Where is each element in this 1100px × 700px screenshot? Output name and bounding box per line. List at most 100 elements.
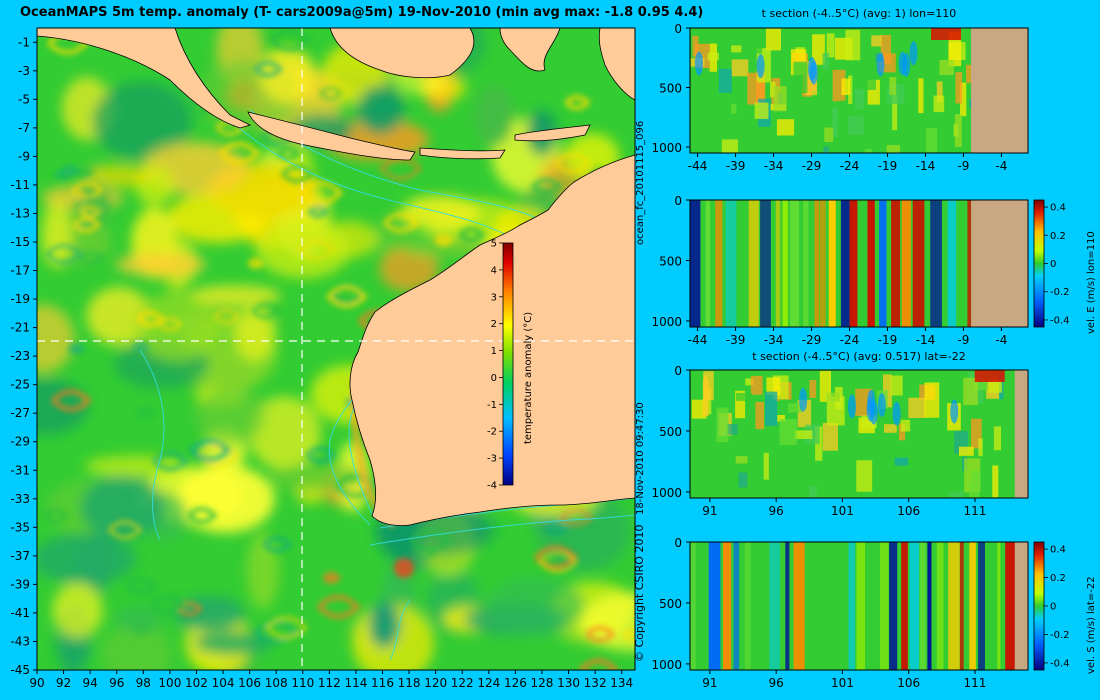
velocity-band — [775, 200, 781, 327]
section-cell — [900, 419, 911, 432]
eddy-swirl — [319, 87, 343, 100]
section-panel-3: t section (-4..5°C) (avg: 0.517) lat=-22… — [651, 350, 1029, 518]
section-x-tick-label: -19 — [878, 159, 898, 173]
section-cell — [773, 86, 787, 112]
lon-tick-label: 128 — [531, 676, 554, 690]
velocity-band — [860, 200, 866, 327]
section-y-tick-label: 0 — [674, 194, 682, 208]
section-cell — [731, 103, 737, 114]
section-cell — [839, 100, 848, 110]
section-cell — [889, 77, 897, 95]
eddy-swirl — [383, 212, 420, 233]
section-frame — [689, 199, 1029, 328]
velocity-band — [782, 200, 788, 327]
anomaly-patch — [37, 304, 75, 373]
velocity-band — [789, 200, 800, 327]
map-panel: 90 92 94 96 98 100 102 104 106 108 110 112 114 116 118… — [10, 27, 636, 690]
velocity-band — [879, 200, 887, 327]
section-cell — [765, 28, 781, 51]
map-axes: 90 92 94 96 98 100 102 104 106 108 110 112 114 116 118… — [10, 35, 633, 690]
velocity-band — [960, 200, 965, 327]
cold-core — [694, 51, 703, 76]
eddy-swirl — [534, 545, 579, 570]
anomaly-patch — [84, 164, 152, 188]
lon-tick-label: 114 — [344, 676, 367, 690]
section-cell — [824, 127, 834, 142]
colorbar-tick-label: 5 — [491, 239, 497, 250]
section-cell — [932, 87, 937, 103]
velocity-colorbar-tick-label: 0 — [1050, 259, 1056, 270]
velocity-band — [879, 542, 889, 670]
cold-core — [847, 394, 856, 419]
section-cell — [826, 392, 840, 402]
eddy-swirl — [133, 342, 150, 352]
eddy-swirl — [74, 196, 110, 216]
velocity-band — [808, 542, 816, 670]
section-cell — [763, 452, 769, 480]
section-cell — [692, 35, 699, 57]
section-x-tick-label: -4 — [995, 159, 1007, 173]
anomaly-patch — [475, 86, 514, 147]
section-cell — [841, 78, 850, 95]
velocity-band — [769, 542, 780, 670]
section-cell — [731, 59, 749, 77]
section-land — [971, 200, 1028, 327]
section-cell — [854, 88, 865, 109]
anomaly-patch — [379, 246, 439, 292]
velocity-band — [723, 542, 732, 670]
temperature-colorbar: 5 4 3 2 1 0 -1 -2 -3 -4 — [487, 239, 514, 492]
eddy-swirl — [157, 317, 183, 332]
cold-core — [909, 41, 918, 66]
eddy-swirl — [79, 206, 102, 219]
lon-tick-label: 90 — [29, 676, 44, 690]
anomaly-patch — [580, 592, 635, 652]
section-land — [1014, 542, 1028, 670]
velocity-band — [947, 200, 957, 327]
section-y-tick-label: 0 — [674, 536, 682, 550]
section-panels: t section (-4..5°C) (avg: 1) lon=110-44-… — [651, 7, 1069, 690]
section-y-tick-label: 1000 — [651, 486, 682, 500]
lat-tick-label: -23 — [10, 349, 30, 363]
section-y-tick-label: 0 — [674, 22, 682, 36]
section-cell — [766, 377, 781, 396]
lon-tick-label: 102 — [185, 676, 208, 690]
colorbar-tick-label: 2 — [491, 319, 497, 330]
lon-tick-label: 100 — [158, 676, 181, 690]
colorbar-tick-label: 3 — [491, 292, 497, 303]
section-x-tick-label: 96 — [769, 676, 784, 690]
anomaly-patch — [187, 285, 281, 307]
velocity-band — [930, 200, 942, 327]
section-field — [691, 370, 1028, 498]
eddy-swirl — [151, 594, 187, 615]
anomaly-patch — [485, 577, 585, 636]
eddy-swirl — [545, 522, 568, 535]
anomaly-patch — [255, 220, 351, 279]
section-cell — [955, 72, 963, 104]
section-x-tick-label: -24 — [840, 159, 860, 173]
section-cell — [978, 438, 983, 457]
velocity-band — [840, 200, 850, 327]
section-cell — [993, 426, 1001, 451]
velocity-band — [817, 542, 823, 670]
velocity-band — [912, 200, 925, 327]
velocity-band — [969, 542, 976, 670]
copyright-label: © Copyright CSIRO 2010 — [633, 524, 646, 662]
eddy-swirl — [79, 251, 105, 266]
lon-tick-label: 116 — [371, 676, 394, 690]
eddy-swirl — [298, 239, 336, 260]
lon-tick-label: 130 — [557, 676, 580, 690]
eddy-swirl — [380, 157, 422, 180]
section-y-tick-label: 1000 — [651, 141, 682, 155]
section-x-tick-label: -39 — [726, 333, 746, 347]
eddy-swirl — [585, 626, 616, 643]
lat-tick-label: -3 — [18, 64, 30, 78]
section-cell — [823, 146, 829, 153]
eddy-swirl — [71, 181, 104, 200]
section-cell — [718, 68, 732, 93]
lat-tick-label: -37 — [10, 549, 30, 563]
eddy-swirl — [189, 438, 232, 463]
eddy-swirl — [265, 616, 308, 639]
section-cell — [754, 102, 769, 119]
section-x-tick-label: 91 — [702, 676, 717, 690]
